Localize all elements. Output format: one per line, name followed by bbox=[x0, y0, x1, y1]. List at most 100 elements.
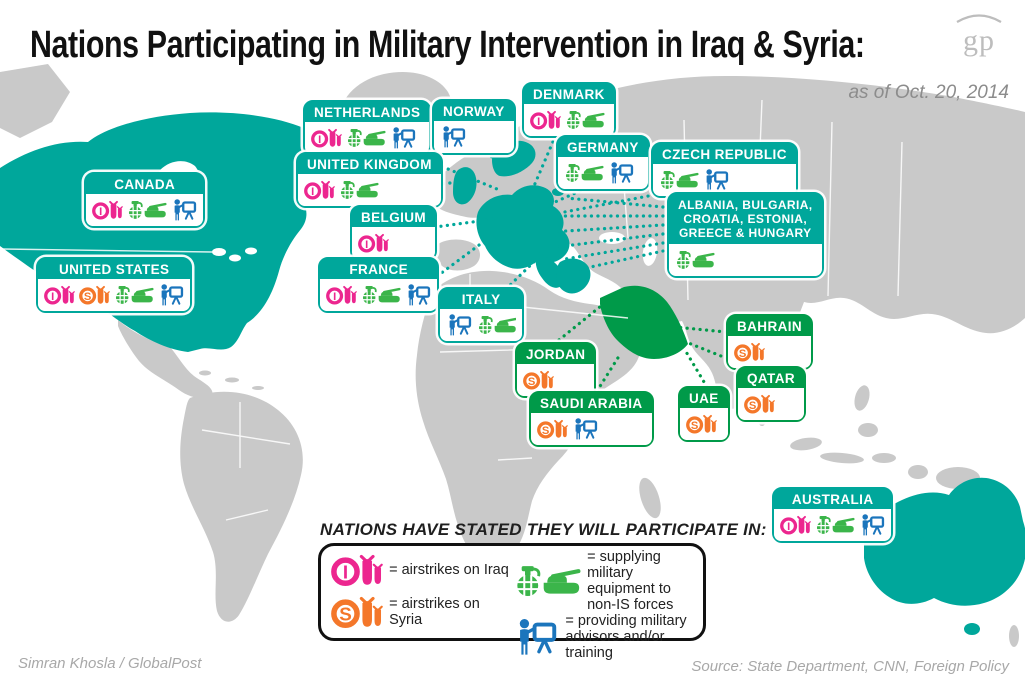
military-advisors-icon bbox=[572, 417, 599, 442]
page-title: Nations Participating in Military Interv… bbox=[30, 24, 865, 66]
country-icons bbox=[434, 121, 514, 153]
country-name: FRANCE bbox=[320, 259, 438, 279]
line-bahrain bbox=[673, 325, 728, 334]
country-icons bbox=[669, 244, 822, 277]
country-label-albania-group: ALBANIA, BULGARIA, CROATIA, ESTONIA, GRE… bbox=[667, 192, 824, 279]
airstrikes-iraq-icon: I bbox=[304, 178, 335, 203]
airstrikes-iraq-icon: I bbox=[530, 108, 561, 133]
landmass-japan-2 bbox=[930, 281, 942, 301]
military-equipment-icon bbox=[346, 126, 386, 151]
country-icons: S bbox=[738, 388, 804, 420]
landmass-mexico bbox=[118, 320, 213, 399]
legend-item-label: = airstrikes on Iraq bbox=[389, 562, 509, 579]
region-tasmania bbox=[964, 623, 980, 635]
country-label-denmark: DENMARK I bbox=[522, 82, 616, 138]
svg-text:S: S bbox=[84, 291, 92, 303]
country-name: DENMARK bbox=[524, 84, 614, 104]
svg-text:I: I bbox=[537, 116, 540, 128]
country-name: AUSTRALIA bbox=[774, 489, 892, 509]
country-name: JORDAN bbox=[517, 344, 595, 364]
military-equipment-icon bbox=[361, 283, 401, 308]
country-icons: S bbox=[531, 413, 652, 445]
airstrikes-iraq-icon: I bbox=[331, 550, 383, 592]
landmass-caribbean-3 bbox=[252, 386, 264, 390]
svg-text:I: I bbox=[318, 134, 321, 146]
line-uae bbox=[683, 348, 709, 389]
military-equipment-icon bbox=[564, 161, 604, 186]
legend-item-label: = supplying military equipment to non-IS… bbox=[587, 549, 674, 613]
region-balkans bbox=[556, 258, 591, 294]
line-belgium bbox=[426, 216, 504, 230]
svg-text:I: I bbox=[311, 186, 314, 198]
region-west-europe bbox=[476, 185, 570, 269]
country-icons bbox=[653, 164, 796, 196]
military-equipment-icon bbox=[815, 513, 855, 538]
country-name: NORWAY bbox=[434, 101, 514, 121]
country-name: CZECH REPUBLIC bbox=[653, 144, 796, 164]
military-equipment-icon bbox=[127, 198, 167, 223]
legend-item-airstrikes-iraq: I = airstrikes on Iraq bbox=[331, 550, 514, 592]
landmass-madagascar bbox=[639, 477, 661, 519]
country-name: QATAR bbox=[738, 368, 804, 388]
country-icons: I bbox=[352, 227, 436, 259]
country-label-australia: AUSTRALIA I bbox=[772, 487, 894, 543]
country-icons bbox=[440, 309, 523, 341]
source-credit: Source: State Department, CNN, Foreign P… bbox=[691, 658, 1009, 675]
svg-text:I: I bbox=[51, 291, 54, 303]
legend-item-military-advisors: = providing military advisors and/or tra… bbox=[514, 612, 693, 662]
landmass-philippines bbox=[854, 385, 870, 411]
line-albania-group-3 bbox=[548, 223, 665, 234]
military-equipment-icon bbox=[659, 168, 699, 193]
military-advisors-icon bbox=[390, 126, 417, 151]
author-credit: Simran Khosla / GlobalPost bbox=[18, 655, 202, 672]
country-label-united-kingdom: UNITED KINGDOM I bbox=[296, 152, 443, 208]
airstrikes-syria-icon: S bbox=[523, 368, 554, 393]
country-label-france: FRANCE I bbox=[318, 257, 440, 313]
landmass-iberia bbox=[435, 239, 480, 271]
country-label-netherlands: NETHERLANDS I bbox=[303, 100, 432, 156]
line-italy bbox=[504, 254, 542, 291]
landmass-japan-1 bbox=[941, 240, 963, 276]
country-icons: I bbox=[524, 104, 614, 136]
airstrikes-syria-icon: S bbox=[744, 392, 775, 417]
svg-text:I: I bbox=[787, 521, 790, 533]
as-of-date: as of Oct. 20, 2014 bbox=[848, 82, 1009, 103]
military-advisors-icon bbox=[405, 283, 432, 308]
svg-text:S: S bbox=[528, 376, 536, 388]
airstrikes-iraq-icon: I bbox=[358, 231, 389, 256]
country-label-canada: CANADA I bbox=[84, 172, 206, 228]
military-equipment-icon bbox=[675, 248, 715, 273]
airstrikes-syria-icon: S bbox=[686, 412, 717, 437]
line-saudi-arabia bbox=[595, 351, 623, 393]
country-icons: I bbox=[86, 194, 204, 226]
country-label-italy: ITALY bbox=[438, 287, 525, 343]
military-equipment-icon bbox=[114, 283, 154, 308]
military-equipment-icon bbox=[514, 561, 581, 603]
military-equipment-icon bbox=[339, 178, 379, 203]
svg-text:S: S bbox=[339, 604, 352, 625]
legend-box: I = airstrikes on Iraq S = airstrikes on… bbox=[318, 543, 706, 661]
landmass-south-america bbox=[180, 391, 303, 622]
great-lake-3 bbox=[245, 247, 257, 255]
us-canada-border bbox=[1, 248, 213, 253]
country-label-qatar: QATAR S bbox=[736, 366, 806, 422]
landmass-java bbox=[820, 452, 864, 464]
country-label-belgium: BELGIUM I bbox=[350, 205, 438, 261]
black-sea bbox=[599, 232, 625, 244]
svg-text:S: S bbox=[691, 420, 699, 432]
country-name: UNITED STATES bbox=[38, 259, 191, 279]
line-norway bbox=[466, 143, 516, 170]
participating-regions-green bbox=[600, 285, 688, 359]
svg-text:I: I bbox=[343, 562, 348, 583]
military-advisors-icon bbox=[608, 161, 635, 186]
airstrikes-iraq-icon: I bbox=[92, 198, 123, 223]
legend-item-label: = providing military advisors and/or tra… bbox=[565, 612, 687, 661]
svg-text:S: S bbox=[739, 348, 747, 360]
country-name: ALBANIA, BULGARIA, CROATIA, ESTONIA, GRE… bbox=[669, 194, 822, 245]
landmass-central-america bbox=[212, 396, 252, 425]
country-name: NETHERLANDS bbox=[305, 102, 430, 122]
line-albania-group-4 bbox=[554, 232, 665, 249]
military-advisors-icon bbox=[703, 168, 730, 193]
